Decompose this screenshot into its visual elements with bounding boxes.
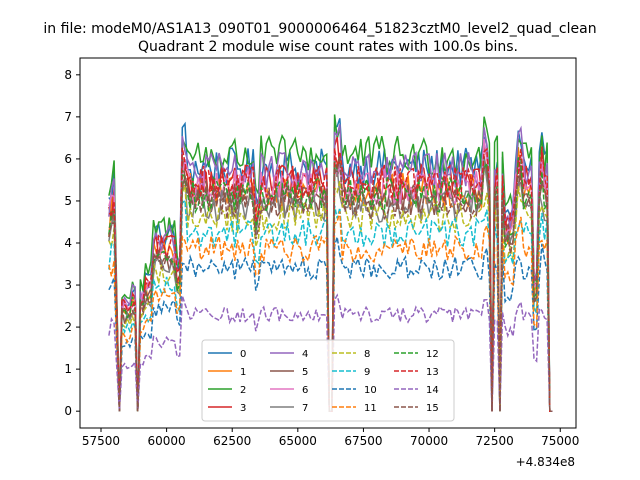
series-line-14 — [108, 293, 553, 412]
y-tick-label: 8 — [64, 68, 72, 82]
chart-title: Quadrant 2 module wise count rates with … — [138, 39, 518, 55]
legend-label-0: 0 — [240, 349, 246, 360]
x-axis: 57500 60000 62500 65000 67500 70000 72500 75000 — [82, 428, 579, 448]
y-tick-label: 5 — [64, 194, 72, 208]
series-line-13 — [108, 146, 553, 412]
x-tick-label: 57500 — [82, 434, 120, 448]
y-tick-label: 7 — [64, 110, 72, 124]
x-tick-label: 72500 — [476, 434, 514, 448]
legend-label-1: 1 — [240, 367, 246, 378]
chart-suptitle: in file: modeM0/AS1A13_090T01_9000006464… — [43, 21, 596, 37]
x-tick-label: 70000 — [410, 434, 448, 448]
legend-label-8: 8 — [364, 349, 370, 360]
legend-box — [201, 339, 455, 422]
x-tick-label: 67500 — [344, 434, 382, 448]
legend-label-4: 4 — [302, 349, 308, 360]
legend-label-7: 7 — [302, 403, 308, 414]
legend-label-15: 15 — [426, 403, 439, 414]
legend-label-11: 11 — [364, 403, 377, 414]
legend-label-14: 14 — [426, 385, 439, 396]
series-line-15 — [108, 155, 553, 412]
y-axis: 0 1 2 3 4 5 6 7 8 — [64, 68, 80, 418]
legend-label-13: 13 — [426, 367, 439, 378]
x-offset-label: +4.834e8 — [516, 455, 575, 469]
legend-label-12: 12 — [426, 349, 439, 360]
legend-label-9: 9 — [364, 367, 370, 378]
series-line-9 — [108, 199, 553, 412]
x-tick-label: 65000 — [279, 434, 317, 448]
y-tick-label: 6 — [64, 152, 72, 166]
legend-label-10: 10 — [364, 385, 377, 396]
y-tick-label: 3 — [64, 278, 72, 292]
y-tick-label: 1 — [64, 362, 72, 376]
x-tick-label: 60000 — [148, 434, 186, 448]
legend-label-2: 2 — [240, 385, 246, 396]
y-tick-label: 0 — [64, 404, 72, 418]
y-tick-label: 2 — [64, 320, 72, 334]
x-tick-label: 62500 — [213, 434, 251, 448]
legend-label-6: 6 — [302, 385, 308, 396]
x-tick-label: 75000 — [541, 434, 579, 448]
legend-label-5: 5 — [302, 367, 308, 378]
legend-label-3: 3 — [240, 403, 246, 414]
y-tick-label: 4 — [64, 236, 72, 250]
